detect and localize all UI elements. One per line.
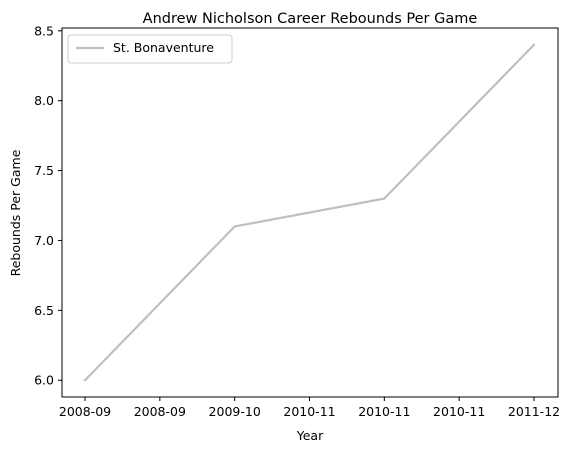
y-tick-label: 7.0 <box>34 233 54 248</box>
x-tick-label: 2011-12 <box>508 404 560 419</box>
x-tick-label: 2008-09 <box>134 404 186 419</box>
x-tick-label: 2010-11 <box>358 404 410 419</box>
legend-label-st-bonaventure: St. Bonaventure <box>113 40 214 55</box>
x-axis: 2008-09 2008-09 2009-10 2010-11 2010-11 2010-… <box>59 397 560 419</box>
x-tick-label: 2008-09 <box>59 404 111 419</box>
series-line-st-bonaventure <box>83 43 536 382</box>
y-tick-label: 8.5 <box>34 23 54 38</box>
legend: St. Bonaventure <box>67 34 233 64</box>
y-tick-label: 6.5 <box>34 303 54 318</box>
chart-title: Andrew Nicholson Career Rebounds Per Gam… <box>143 11 478 27</box>
series-layer <box>83 43 536 382</box>
y-axis: 6.0 6.5 7.0 7.5 8.0 8.5 <box>34 23 62 388</box>
x-axis-label: Year <box>296 428 324 443</box>
x-tick-label: 2010-11 <box>433 404 485 419</box>
x-tick-label: 2010-11 <box>283 404 335 419</box>
legend-box <box>67 34 233 64</box>
x-tick-label: 2009-10 <box>209 404 261 419</box>
y-axis-label: Rebounds Per Game <box>8 149 23 276</box>
y-tick-label: 6.0 <box>34 373 54 388</box>
y-tick-label: 8.0 <box>34 93 54 108</box>
y-tick-label: 7.5 <box>34 163 54 178</box>
